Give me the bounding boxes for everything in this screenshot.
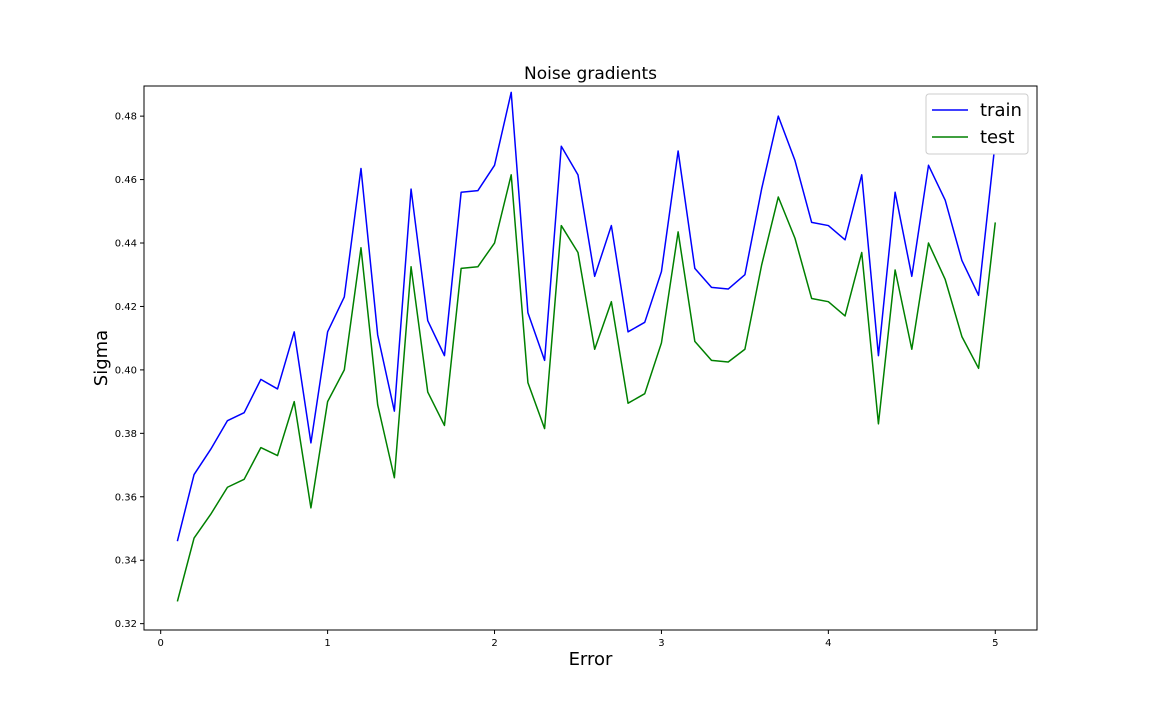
y-tick-label: 0.34 [115,556,137,567]
y-tick-label: 0.32 [115,619,137,630]
y-axis-label: Sigma [91,330,112,386]
y-tick-label: 0.46 [115,175,137,186]
legend: train test [925,93,1029,155]
x-tick-label: 5 [992,638,998,649]
x-tick-label: 2 [491,638,497,649]
y-tick-label: 0.42 [115,302,137,313]
x-tick-label: 0 [158,638,164,649]
x-tick-label: 1 [324,638,330,649]
x-tick-label: 3 [658,638,664,649]
x-axis-label: Error [569,649,613,670]
x-axis: 0 1 2 3 4 5 [158,630,998,649]
y-tick-label: 0.36 [115,492,137,503]
y-tick-label: 0.48 [115,112,137,123]
series-line-test [176,174,997,602]
y-axis: 0.32 0.34 0.36 0.38 0.40 0.42 0.44 0.46 0.48 [115,112,144,630]
chart-title: Noise gradients [524,64,657,84]
legend-label-test: test [980,127,1015,148]
y-tick-label: 0.40 [115,365,137,376]
legend-label-train: train [980,100,1022,121]
plot-area [176,91,997,602]
y-tick-label: 0.38 [115,429,137,440]
axes-frame [143,85,1038,631]
x-tick-label: 4 [825,638,831,649]
series-line-train [176,91,997,542]
legend-box [925,93,1029,155]
y-tick-label: 0.44 [115,239,137,250]
